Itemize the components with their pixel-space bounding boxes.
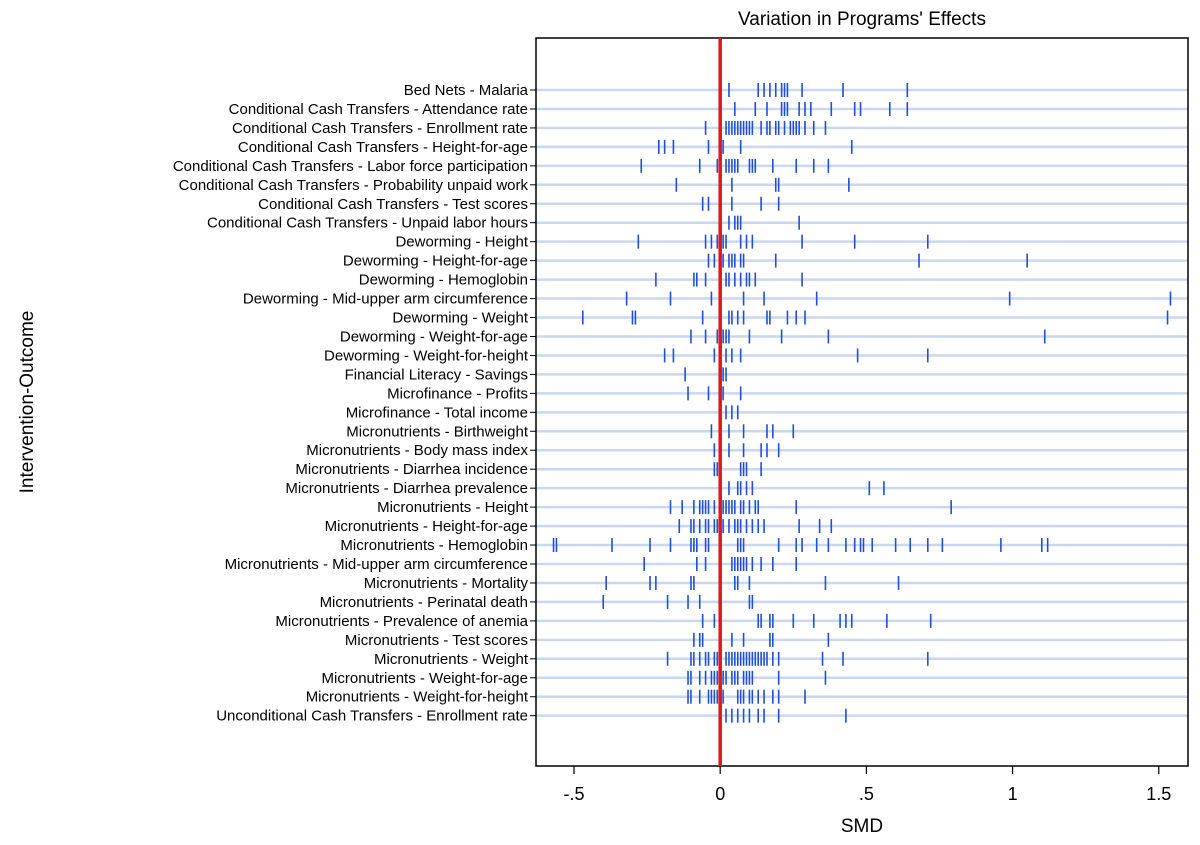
category-label: Financial Literacy - Savings bbox=[345, 366, 528, 383]
category-label: Micronutrients - Diarrhea incidence bbox=[295, 461, 528, 478]
x-axis-ticks: -.5 0 .5 1 1.5 bbox=[564, 766, 1171, 804]
x-axis-title: SMD bbox=[841, 816, 883, 837]
category-label: Micronutrients - Mortality bbox=[364, 575, 529, 592]
category-label: Micronutrients - Body mass index bbox=[306, 442, 528, 459]
x-tick-label: 0 bbox=[715, 784, 725, 804]
category-labels: Bed Nets - Malaria Conditional Cash Trans… bbox=[173, 82, 536, 725]
chart-title: Variation in Programs' Effects bbox=[738, 9, 986, 30]
category-label: Micronutrients - Weight bbox=[374, 651, 529, 668]
effect-marks bbox=[552, 83, 1172, 723]
category-label: Conditional Cash Transfers - Enrollment … bbox=[232, 120, 528, 137]
category-gridlines bbox=[536, 88, 1188, 717]
category-label: Conditional Cash Transfers - Attendance … bbox=[229, 101, 528, 118]
category-label: Micronutrients - Test scores bbox=[345, 632, 528, 649]
category-label: Deworming - Height-for-age bbox=[343, 253, 528, 270]
category-label: Conditional Cash Transfers - Probability… bbox=[179, 177, 529, 194]
category-label: Microfinance - Total income bbox=[346, 404, 528, 421]
category-label: Micronutrients - Mid-upper arm circumfer… bbox=[225, 556, 528, 573]
category-label: Deworming - Weight-for-age bbox=[340, 328, 528, 345]
category-label: Deworming - Weight bbox=[392, 310, 528, 327]
category-label: Conditional Cash Transfers - Height-for-… bbox=[238, 139, 528, 156]
category-label: Deworming - Hemoglobin bbox=[359, 272, 528, 289]
category-label: Micronutrients - Weight-for-height bbox=[306, 689, 529, 706]
category-label: Conditional Cash Transfers - Labor force… bbox=[173, 158, 528, 175]
category-label: Deworming - Weight-for-height bbox=[324, 347, 529, 364]
category-label: Microfinance - Profits bbox=[387, 385, 528, 402]
category-label: Bed Nets - Malaria bbox=[404, 82, 529, 99]
category-label: Micronutrients - Diarrhea prevalence bbox=[285, 480, 528, 497]
category-label: Micronutrients - Prevalence of anemia bbox=[275, 613, 528, 630]
category-label: Micronutrients - Birthweight bbox=[346, 423, 529, 440]
x-tick-label: -.5 bbox=[564, 784, 585, 804]
category-label: Micronutrients - Weight-for-age bbox=[322, 670, 528, 687]
category-label: Conditional Cash Transfers - Unpaid labo… bbox=[207, 215, 528, 232]
x-tick-label: 1.5 bbox=[1146, 784, 1171, 804]
category-label: Micronutrients - Hemoglobin bbox=[340, 537, 528, 554]
x-tick-label: 1 bbox=[1008, 784, 1018, 804]
category-label: Unconditional Cash Transfers - Enrollmen… bbox=[216, 708, 528, 725]
category-label: Micronutrients - Height-for-age bbox=[325, 518, 528, 535]
category-label: Conditional Cash Transfers - Test scores bbox=[258, 196, 528, 213]
category-label: Deworming - Mid-upper arm circumference bbox=[243, 291, 528, 308]
y-axis-title: Intervention-Outcome bbox=[17, 311, 38, 494]
plot-frame bbox=[535, 37, 1189, 767]
category-label: Deworming - Height bbox=[395, 234, 528, 251]
category-label: Micronutrients - Perinatal death bbox=[320, 594, 528, 611]
x-tick-label: .5 bbox=[859, 784, 874, 804]
category-label: Micronutrients - Height bbox=[377, 499, 529, 516]
